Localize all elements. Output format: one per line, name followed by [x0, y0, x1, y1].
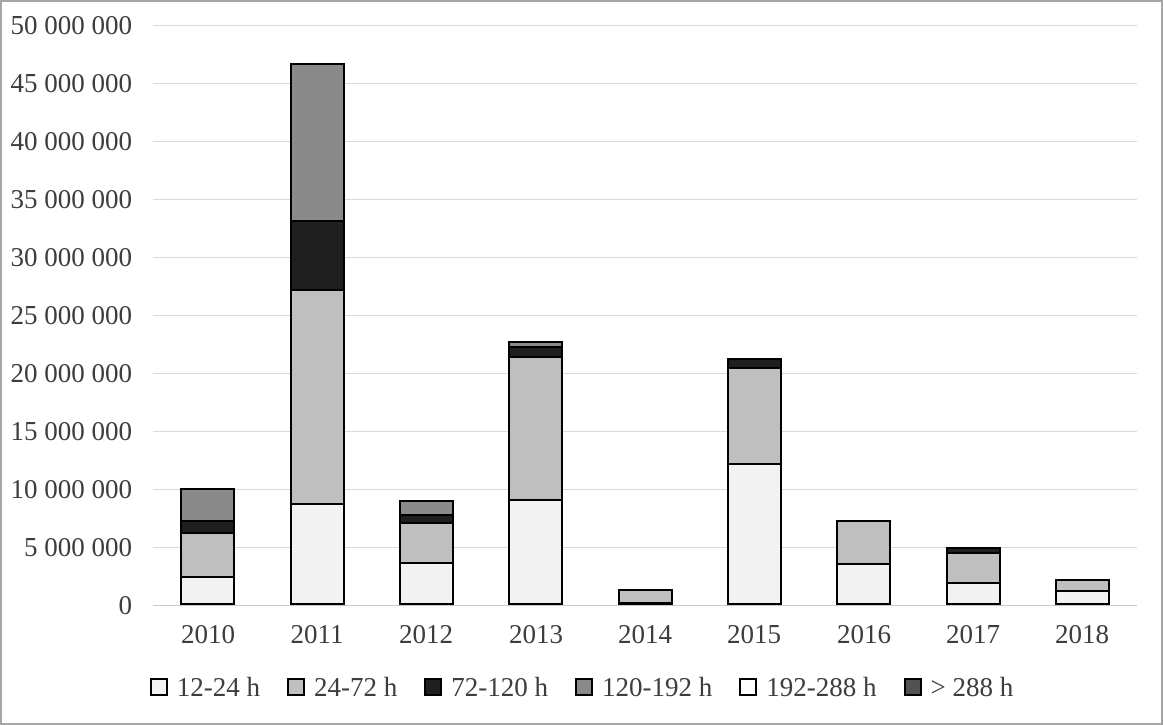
bar-segment-2013-12-24-h [508, 499, 563, 605]
bar-2012 [399, 500, 454, 605]
bar-2014 [618, 588, 673, 605]
legend-item-120-192-h: 120-192 h [575, 672, 712, 703]
x-tick-label: 2012 [399, 619, 453, 649]
legend-label: 120-192 h [602, 671, 713, 702]
gridline [153, 489, 1137, 490]
gridline [153, 199, 1137, 200]
y-tick-label: 5 000 000 [24, 532, 132, 562]
x-tick-label: 2018 [1055, 619, 1109, 649]
legend-label: > 288 h [930, 671, 1014, 702]
bar-segment-2016-24-72-h [836, 520, 891, 566]
gridline [153, 315, 1137, 316]
bar-segment-2015-72-120-h [727, 357, 782, 370]
bar-segment-2010-24-72-h [180, 531, 235, 578]
bar-segment-2011-24-72-h [290, 289, 345, 505]
y-tick-label: 45 000 000 [10, 68, 133, 98]
gridline [153, 25, 1137, 26]
gridline [153, 257, 1137, 258]
bar-2018 [1055, 578, 1110, 605]
bar-2011 [290, 63, 345, 605]
bar-segment-2013-24-72-h [508, 355, 563, 502]
bar-segment-2014-24-72-h [618, 588, 673, 604]
bar-segment-2011-72-120-h [290, 219, 345, 292]
legend-label: 192-288 h [766, 671, 877, 702]
bar-2015 [727, 357, 782, 605]
y-tick-label: 10 000 000 [10, 474, 133, 504]
legend: 12-24 h 24-72 h 72-120 h 120-192 h 192-288 h… [2, 665, 1161, 709]
bar-segment-2012-120-192-h [399, 500, 454, 516]
legend-label: 24-72 h [314, 671, 398, 702]
bar-segment-2017-72-120-h [946, 547, 1001, 555]
x-tick-label: 2014 [618, 619, 672, 649]
bar-segment-2013-120-192-h [508, 340, 563, 349]
legend-item-12-24-h: 12-24 h [149, 671, 260, 703]
bar-segment-2016-12-24-h [836, 563, 891, 605]
legend-item-288-h: > 288 h [903, 671, 1014, 703]
bar-segment-2011-120-192-h [290, 63, 345, 222]
gridline [153, 373, 1137, 374]
x-axis-line [153, 605, 1137, 606]
bar-segment-2010-72-120-h [180, 520, 235, 534]
legend-item-24-72-h: 24-72 h [287, 672, 397, 703]
legend-swatch-24-72-h [287, 678, 305, 696]
bar-segment-2017-12-24-h [946, 581, 1001, 605]
bar-segment-2015-24-72-h [727, 367, 782, 466]
bar-2016 [836, 520, 891, 605]
legend-swatch-72-120-h [424, 678, 443, 696]
gridline [153, 431, 1137, 432]
x-tick-label: 2011 [290, 619, 344, 649]
bar-segment-2015-12-24-h [727, 463, 782, 605]
y-tick-label: 20 000 000 [10, 358, 133, 388]
legend-swatch-12-24-h [149, 678, 168, 696]
y-tick-label: 25 000 000 [10, 300, 133, 330]
y-tick-label: 0 [118, 590, 133, 620]
y-tick-label: 50 000 000 [10, 10, 133, 40]
bar-segment-2017-24-72-h [946, 552, 1001, 584]
x-tick-label: 2010 [181, 619, 235, 649]
legend-item-72-120-h: 72-120 h [424, 672, 548, 703]
legend-label: 72-120 h [451, 671, 548, 702]
legend-swatch-192-288-h [739, 678, 758, 696]
gridline [153, 547, 1137, 548]
bar-segment-2018-12-24-h [1055, 589, 1110, 605]
bar-2017 [946, 547, 1001, 605]
x-tick-label: 2016 [837, 619, 891, 649]
gridline [153, 83, 1137, 84]
bar-segment-2012-12-24-h [399, 562, 454, 605]
legend-swatch-288-h [903, 678, 922, 696]
bar-2013 [508, 340, 563, 605]
gridline [153, 141, 1137, 142]
x-tick-label: 2013 [509, 619, 563, 649]
x-tick-label: 2017 [946, 619, 1000, 649]
bar-2010 [180, 487, 235, 605]
legend-swatch-120-192-h [575, 678, 593, 696]
y-tick-label: 40 000 000 [10, 126, 133, 156]
bar-segment-2010-120-192-h [180, 487, 235, 523]
bar-segment-2010-12-24-h [180, 575, 235, 605]
bar-segment-2018-24-72-h [1055, 578, 1110, 592]
y-tick-label: 30 000 000 [10, 242, 133, 272]
legend-item-192-288-h: 192-288 h [739, 671, 877, 703]
bar-segment-2011-12-24-h [290, 502, 345, 605]
y-tick-label: 35 000 000 [10, 184, 133, 214]
legend-label: 12-24 h [176, 671, 260, 702]
bar-segment-2012-24-72-h [399, 522, 454, 565]
x-tick-label: 2015 [727, 619, 781, 649]
y-tick-label: 15 000 000 [10, 416, 133, 446]
